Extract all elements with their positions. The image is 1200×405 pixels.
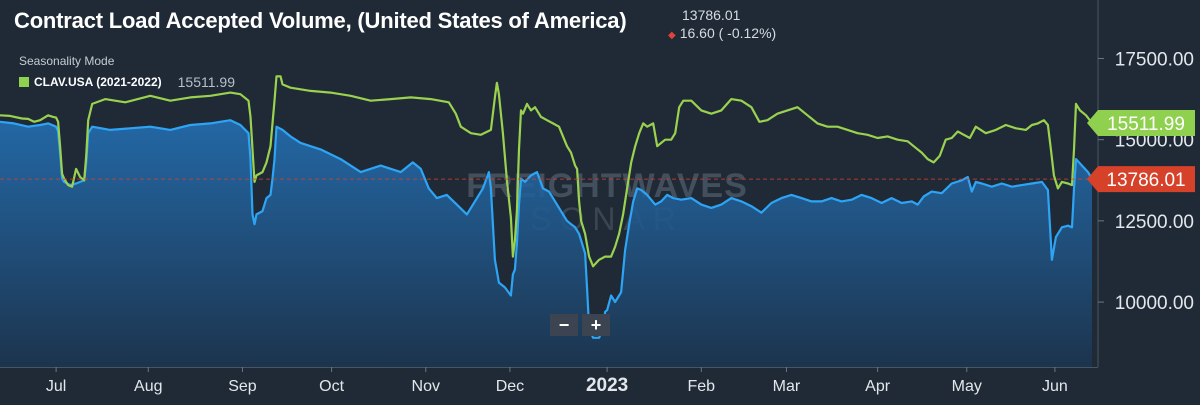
seasonal-last-badge-label: 15511.99 (1107, 114, 1185, 135)
y-tick-label: 10000.00 (1115, 293, 1194, 314)
watermark-line1: FREIGHTWAVES (466, 167, 748, 205)
zoom-out-button[interactable]: − (550, 314, 578, 336)
x-tick-label: May (952, 378, 982, 395)
current-last-badge: 13786.01 (1087, 166, 1195, 193)
series-current-line (0, 119, 1093, 339)
legend-swatch (19, 77, 29, 87)
seasonality-mode-label: Seasonality Mode (19, 54, 115, 68)
down-arrow-icon: ◆ (668, 30, 676, 41)
last-value: 13786.01 (682, 7, 741, 23)
x-tick-label: Feb (687, 378, 715, 395)
legend[interactable]: CLAV.USA (2021-2022) 15511.99 (19, 74, 235, 90)
chart-title: Contract Load Accepted Volume, (United S… (14, 8, 627, 33)
current-last-badge-shape (1087, 166, 1195, 193)
change-value: 16.60 ( -0.12%) (679, 25, 777, 41)
y-tick-label: 17500.00 (1115, 49, 1194, 70)
x-tick-label: Mar (773, 378, 801, 395)
x-tick-label: Jul (46, 378, 66, 395)
current-last-badge-label: 13786.01 (1106, 170, 1185, 191)
x-tick-label: Dec (496, 378, 524, 395)
x-tick-label: 2023 (586, 375, 628, 396)
x-tick-label: Aug (134, 378, 162, 395)
x-tick-label: Nov (412, 378, 440, 395)
seasonal-last-badge-shape (1087, 110, 1195, 137)
series-seasonal-line (0, 75, 1093, 268)
x-tick-label: Apr (865, 378, 891, 395)
legend-label: CLAV.USA (2021-2022) (34, 75, 162, 89)
legend-value: 15511.99 (177, 74, 235, 90)
current-area (0, 120, 1092, 367)
zoom-in-button[interactable]: + (582, 314, 610, 336)
y-tick-label: 12500.00 (1115, 212, 1194, 233)
x-tick-label: Oct (319, 378, 344, 395)
x-tick-label: Sep (228, 378, 257, 395)
change-readout: ◆ 16.60 ( -0.12%) (668, 25, 776, 41)
x-tick-label: Jun (1042, 378, 1068, 395)
seasonal-last-badge: 15511.99 (1087, 110, 1195, 137)
